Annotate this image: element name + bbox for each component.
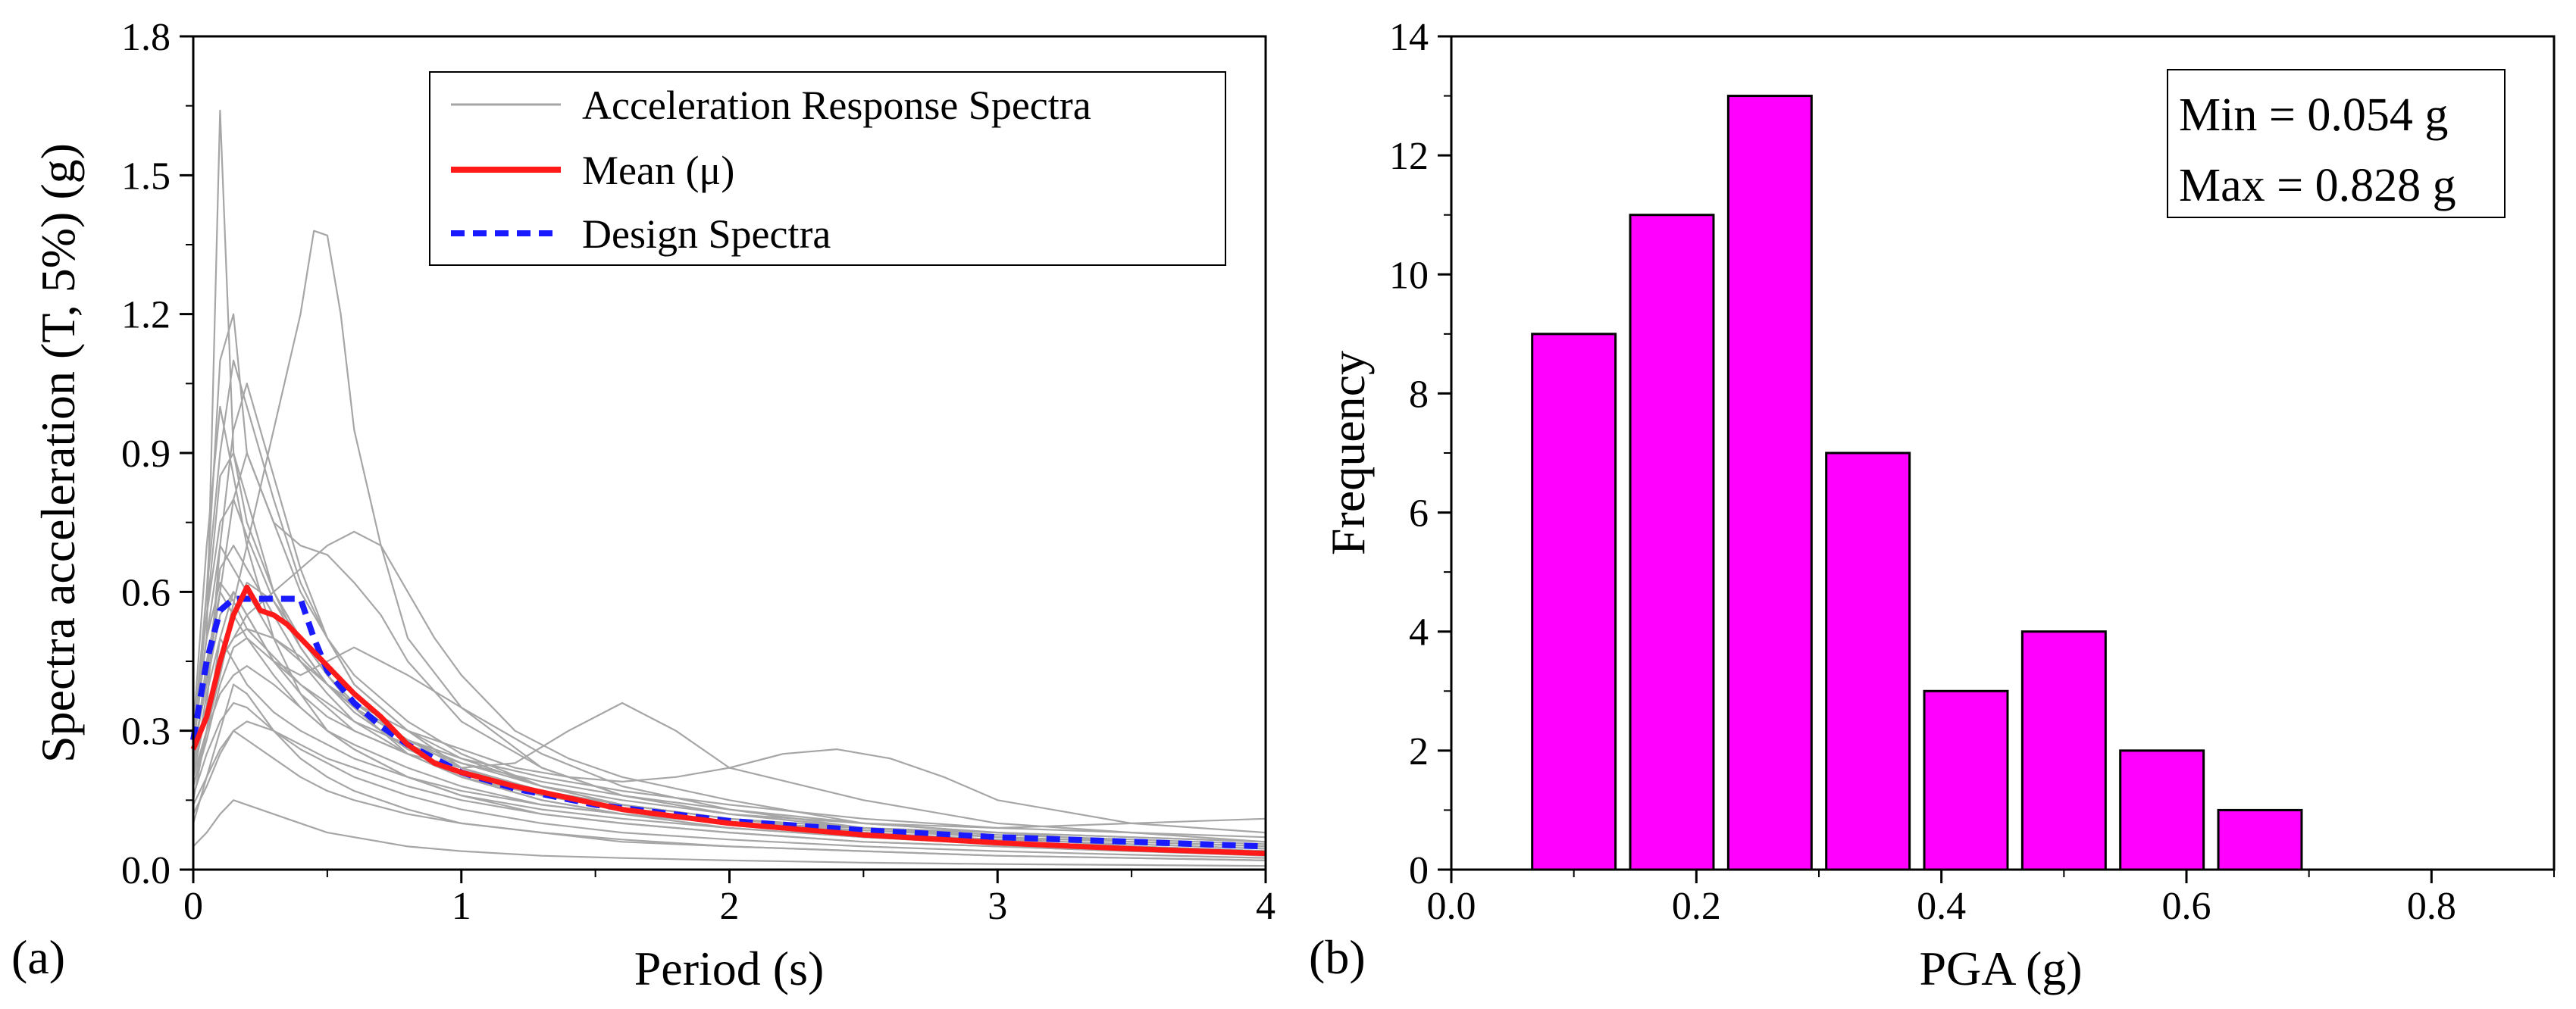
stats-max: Max = 0.828 g — [2179, 160, 2456, 211]
y-tick-label-b-3: 6 — [1409, 492, 1429, 536]
x-tick-label-b-3: 0.6 — [2162, 885, 2211, 928]
y-tick-labels-b: 0 2 4 6 8 10 12 14 — [1389, 16, 1429, 892]
y-axis-title-a: Spectra acceleration (T, 5%) (g) — [31, 143, 85, 763]
y-tick-label-b-2: 4 — [1409, 611, 1429, 654]
x-tick-label-a-2: 2 — [720, 885, 740, 928]
y-tick-label-b-6: 12 — [1389, 135, 1429, 178]
record-spectrum-25 — [192, 582, 1266, 843]
x-tick-label-b-2: 0.4 — [1917, 885, 1966, 928]
y-tick-label-a-5: 1.5 — [121, 155, 171, 198]
stats-box: Min = 0.054 g Max = 0.828 g — [2167, 69, 2506, 218]
stats-box-frame — [2167, 69, 2506, 218]
record-spectrum-24 — [192, 729, 1266, 861]
panel-a: 0 1 2 3 4 0.0 0.3 0.6 0.9 1.2 1.5 1.8 Period (s) S… — [11, 16, 1275, 995]
x-tick-label-b-4: 0.8 — [2407, 885, 2456, 928]
histogram-bar-1 — [1531, 333, 1617, 871]
x-tick-labels-a: 0 1 2 3 4 — [183, 885, 1275, 928]
x-tick-label-b-1: 0.2 — [1672, 885, 1721, 928]
legend-label-mean: Mean (μ) — [582, 148, 734, 193]
histogram-bars — [1531, 95, 2303, 871]
tick-marks-a — [180, 35, 1267, 883]
x-tick-labels-b: 0.0 0.2 0.4 0.6 0.8 — [1427, 885, 2456, 928]
record-spectrum-20 — [192, 359, 1266, 850]
record-spectra-group — [192, 109, 1266, 867]
legend-box — [429, 71, 1226, 266]
record-spectrum-8 — [192, 545, 1266, 834]
x-axis-title-b: PGA (g) — [1919, 942, 2082, 995]
histogram-bar-2 — [1629, 214, 1715, 871]
stats-min: Min = 0.054 g — [2179, 89, 2448, 141]
record-spectrum-6 — [192, 530, 1266, 848]
record-spectrum-7 — [192, 683, 1266, 861]
panel-b: 0.0 0.2 0.4 0.6 0.8 0 2 4 6 8 10 12 14 PGA (g) Freq… — [1309, 16, 2556, 995]
x-tick-label-a-4: 4 — [1256, 885, 1275, 928]
y-tick-label-a-1: 0.3 — [121, 711, 171, 754]
y-tick-label-a-3: 0.9 — [121, 433, 171, 476]
histogram-bar-6 — [2020, 630, 2107, 871]
y-tick-labels-a: 0.0 0.3 0.6 0.9 1.2 1.5 1.8 — [121, 16, 171, 892]
record-spectrum-23 — [192, 498, 1266, 839]
y-axis-title-b: Frequency — [1321, 351, 1375, 555]
y-tick-label-b-5: 10 — [1389, 254, 1429, 297]
panel-label-b: (b) — [1309, 930, 1366, 984]
histogram-bar-4 — [1825, 451, 1911, 871]
record-spectrum-21 — [192, 628, 1266, 829]
y-tick-label-b-0: 0 — [1409, 849, 1429, 892]
y-tick-label-b-7: 14 — [1389, 16, 1429, 59]
mean-spectra-line — [190, 584, 1266, 857]
y-tick-label-a-2: 0.6 — [121, 571, 171, 614]
histogram-bar-5 — [1923, 689, 2009, 871]
record-spectrum-17 — [192, 637, 1266, 848]
record-spectrum-16 — [192, 451, 1266, 848]
x-tick-label-a-3: 3 — [988, 885, 1007, 928]
record-spectrum-19 — [192, 701, 1266, 859]
x-axis-title-a: Period (s) — [634, 942, 825, 995]
y-tick-label-a-4: 1.2 — [121, 294, 171, 337]
histogram-bar-8 — [2217, 808, 2303, 871]
panel-label-a: (a) — [11, 930, 65, 984]
x-tick-label-a-0: 0 — [183, 885, 203, 928]
y-tick-label-a-6: 1.8 — [121, 16, 171, 59]
record-spectrum-4 — [192, 383, 1266, 852]
legend: Acceleration Response Spectra Mean (μ) D… — [429, 71, 1226, 266]
x-tick-label-b-0: 0.0 — [1427, 885, 1476, 928]
histogram-bar-3 — [1726, 95, 1813, 871]
legend-label-records: Acceleration Response Spectra — [582, 83, 1091, 128]
y-tick-label-a-0: 0.0 — [121, 849, 171, 892]
record-spectrum-12 — [192, 591, 1266, 848]
histogram-bar-7 — [2119, 749, 2205, 871]
legend-label-design: Design Spectra — [582, 211, 831, 257]
y-tick-label-b-1: 2 — [1409, 730, 1429, 773]
record-spectrum-13 — [192, 637, 1266, 843]
tick-marks-b — [1438, 35, 2555, 883]
x-tick-label-a-1: 1 — [452, 885, 471, 928]
record-spectrum-14 — [192, 405, 1266, 857]
record-spectrum-15 — [192, 720, 1266, 854]
y-tick-label-b-4: 8 — [1409, 373, 1429, 416]
record-spectrum-10 — [192, 799, 1266, 867]
